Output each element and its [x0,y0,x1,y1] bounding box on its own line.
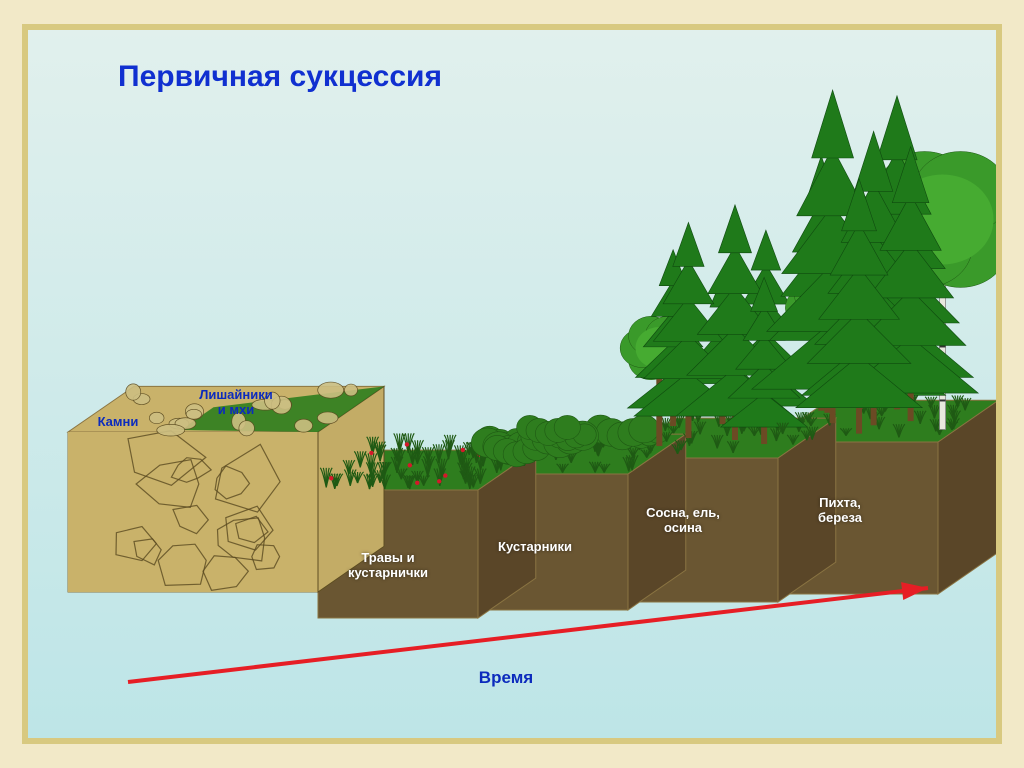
diagram-frame: Первичная сукцессия Камни Лишайники и мх… [22,24,1002,744]
diagram-title: Первичная сукцессия [118,58,442,96]
stage-label-grasses: Травы и кустарнички [328,551,448,581]
stage-label-lichens: Лишайники и мхи [186,388,286,418]
stage-label-pines: Сосна, ель, осина [628,506,738,536]
time-axis-label: Время [466,668,546,688]
stage-label-fir: Пихта, береза [790,496,890,526]
stage-label-shrubs: Кустарники [480,540,590,555]
stage-label-rocks: Камни [88,415,148,430]
succession-scene [28,30,996,738]
